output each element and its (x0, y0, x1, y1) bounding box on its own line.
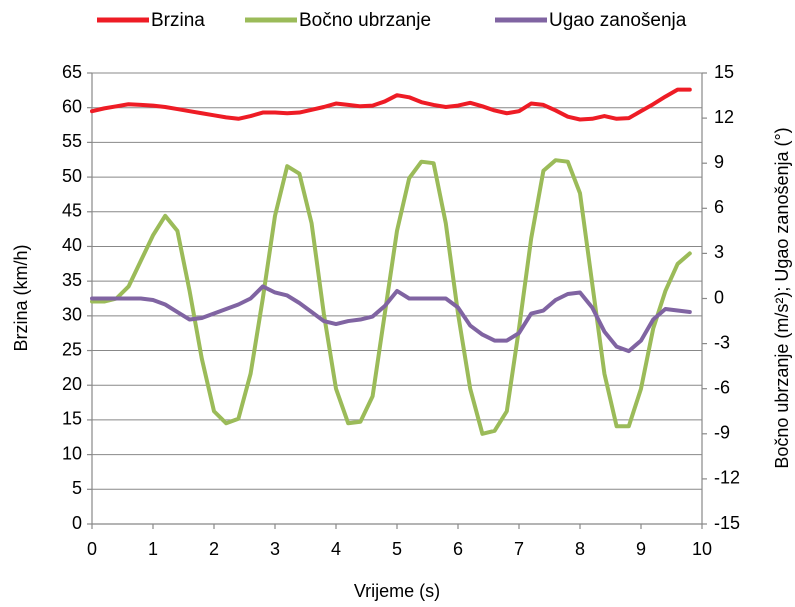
x-tick-label: 5 (392, 539, 402, 559)
x-tick-label: 7 (514, 539, 524, 559)
x-tick-label: 9 (636, 539, 646, 559)
y2-tick-label: 6 (714, 197, 724, 217)
x-axis-label: Vrijeme (s) (354, 581, 440, 601)
y-tick-label: 15 (62, 409, 82, 429)
y-tick-label: 10 (62, 443, 82, 463)
y-tick-label: 45 (62, 201, 82, 221)
x-tick-label: 2 (209, 539, 219, 559)
series-line (90, 284, 692, 354)
y2-tick-label: -6 (714, 377, 730, 397)
y2-tick-label: 15 (714, 62, 734, 82)
y2-tick-label: -3 (714, 332, 730, 352)
y-tick-label: 50 (62, 166, 82, 186)
y-tick-label: 65 (62, 62, 82, 82)
y-tick-label: 5 (72, 478, 82, 498)
x-tick-label: 10 (692, 539, 712, 559)
y-tick-label: 60 (62, 96, 82, 116)
y2-tick-label: -12 (714, 468, 740, 488)
y-tick-label: 55 (62, 131, 82, 151)
x-tick-label: 8 (575, 539, 585, 559)
x-tick-label: 3 (270, 539, 280, 559)
y2-tick-label: 0 (714, 287, 724, 307)
y-tick-label: 25 (62, 339, 82, 359)
y-tick-label: 0 (72, 513, 82, 533)
y-tick-label: 40 (62, 235, 82, 255)
series-line (90, 158, 692, 436)
y-axis-label: Brzina (km/h) (11, 244, 31, 351)
y2-tick-label: -15 (714, 513, 740, 533)
y-tick-label: 30 (62, 305, 82, 325)
y-tick-label: 20 (62, 374, 82, 394)
legend-label: Brzina (151, 10, 205, 31)
legend-label: Ugao zanošenja (549, 10, 687, 31)
series-line (90, 87, 692, 122)
x-tick-label: 0 (87, 539, 97, 559)
x-tick-label: 4 (331, 539, 341, 559)
y2-axis-label: Bočno ubrzanje (m/s²); Ugao zanošenja (°… (772, 127, 792, 468)
y2-tick-label: 12 (714, 107, 734, 127)
y2-tick-label: 9 (714, 152, 724, 172)
y-tick-label: 35 (62, 270, 82, 290)
x-tick-label: 6 (453, 539, 463, 559)
legend-label: Bočno ubrzanje (299, 10, 431, 31)
y2-tick-label: -9 (714, 423, 730, 443)
x-tick-label: 1 (148, 539, 158, 559)
y2-tick-label: 3 (714, 242, 724, 262)
